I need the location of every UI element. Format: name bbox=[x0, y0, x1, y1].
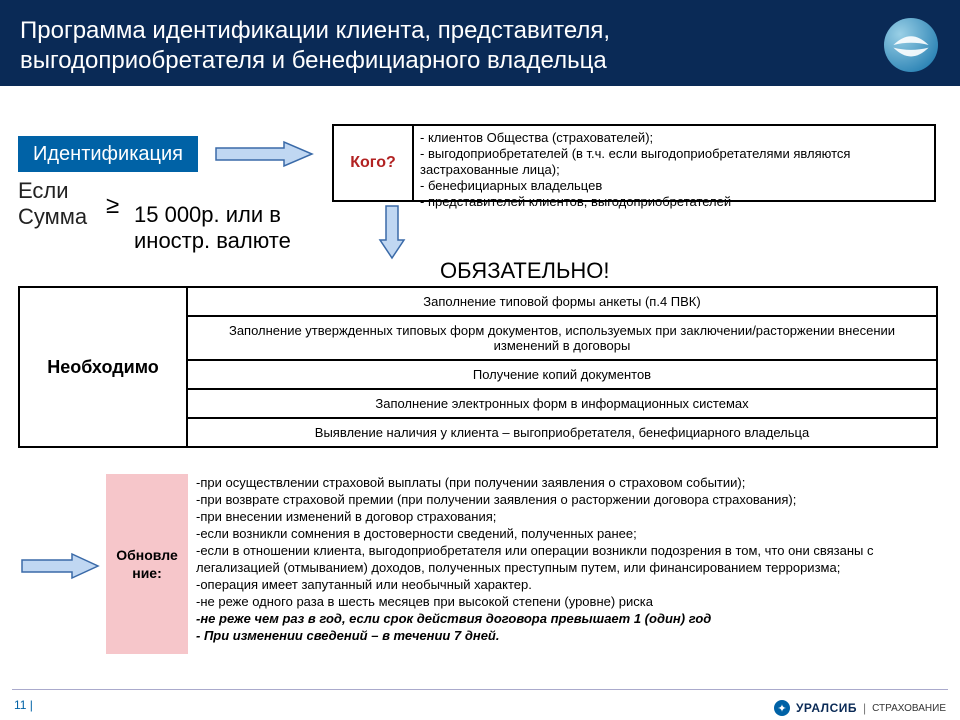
condition-prefix: Если Сумма bbox=[18, 178, 118, 230]
required-row: Заполнение утвержденных типовых форм док… bbox=[188, 317, 936, 361]
who-item: - выгодоприобретателей (в т.ч. если выго… bbox=[420, 146, 928, 178]
company-logo-icon bbox=[884, 18, 938, 72]
update-item: -если в отношении клиента, выгодоприобре… bbox=[196, 542, 936, 576]
update-item: -операция имеет запутанный или необычный… bbox=[196, 576, 936, 593]
who-box: Кого? - клиентов Общества (страхователей… bbox=[332, 124, 936, 202]
required-label: Необходимо bbox=[20, 288, 188, 446]
required-row: Заполнение электронных форм в информацио… bbox=[188, 390, 936, 419]
condition-amount: 15 000р. или в иностр. валюте bbox=[134, 202, 334, 254]
update-item: -при внесении изменений в договор страхо… bbox=[196, 508, 936, 525]
required-rows: Заполнение типовой формы анкеты (п.4 ПВК… bbox=[188, 288, 936, 446]
who-item: - бенефициарных владельцев bbox=[420, 178, 928, 194]
who-label: Кого? bbox=[334, 126, 414, 200]
who-list: - клиентов Общества (страхователей);- вы… bbox=[414, 126, 934, 200]
required-row: Получение копий документов bbox=[188, 361, 936, 390]
footer-logo-icon: ✦ bbox=[774, 700, 790, 716]
update-item: -при осуществлении страховой выплаты (пр… bbox=[196, 474, 936, 491]
mandatory-label: ОБЯЗАТЕЛЬНО! bbox=[440, 258, 610, 284]
required-row: Выявление наличия у клиента – выгоприобр… bbox=[188, 419, 936, 446]
condition-operator: ≥ bbox=[106, 192, 119, 220]
page-number: 11 | bbox=[14, 698, 33, 712]
update-item: -при возврате страховой премии (при полу… bbox=[196, 491, 936, 508]
footer-brand-sub: СТРАХОВАНИЕ bbox=[872, 703, 946, 714]
who-item: - клиентов Общества (страхователей); bbox=[420, 130, 928, 146]
required-row: Заполнение типовой формы анкеты (п.4 ПВК… bbox=[188, 288, 936, 317]
update-list: -при осуществлении страховой выплаты (пр… bbox=[196, 474, 936, 644]
update-item-bold: -не реже чем раз в год, если срок действ… bbox=[196, 610, 936, 627]
footer-brand-name: УРАЛСИБ bbox=[796, 701, 857, 715]
update-item: -если возникли сомнения в достоверности … bbox=[196, 525, 936, 542]
update-item: -не реже одного раза в шесть месяцев при… bbox=[196, 593, 936, 610]
arrow-right-icon bbox=[214, 140, 314, 168]
page-title: Программа идентификации клиента, предста… bbox=[20, 16, 810, 76]
identification-badge: Идентификация bbox=[18, 136, 198, 172]
arrow-down-icon bbox=[378, 204, 406, 260]
update-badge: Обновле ние: bbox=[106, 474, 188, 654]
required-table: Необходимо Заполнение типовой формы анке… bbox=[18, 286, 938, 448]
who-item: - представителей клиентов, выгодоприобре… bbox=[420, 194, 928, 210]
footer-brand: ✦ УРАЛСИБ | СТРАХОВАНИЕ bbox=[774, 700, 946, 716]
update-item-bold: - При изменении сведений – в течении 7 д… bbox=[196, 627, 936, 644]
arrow-right-icon bbox=[20, 552, 100, 580]
footer-divider bbox=[12, 689, 948, 690]
